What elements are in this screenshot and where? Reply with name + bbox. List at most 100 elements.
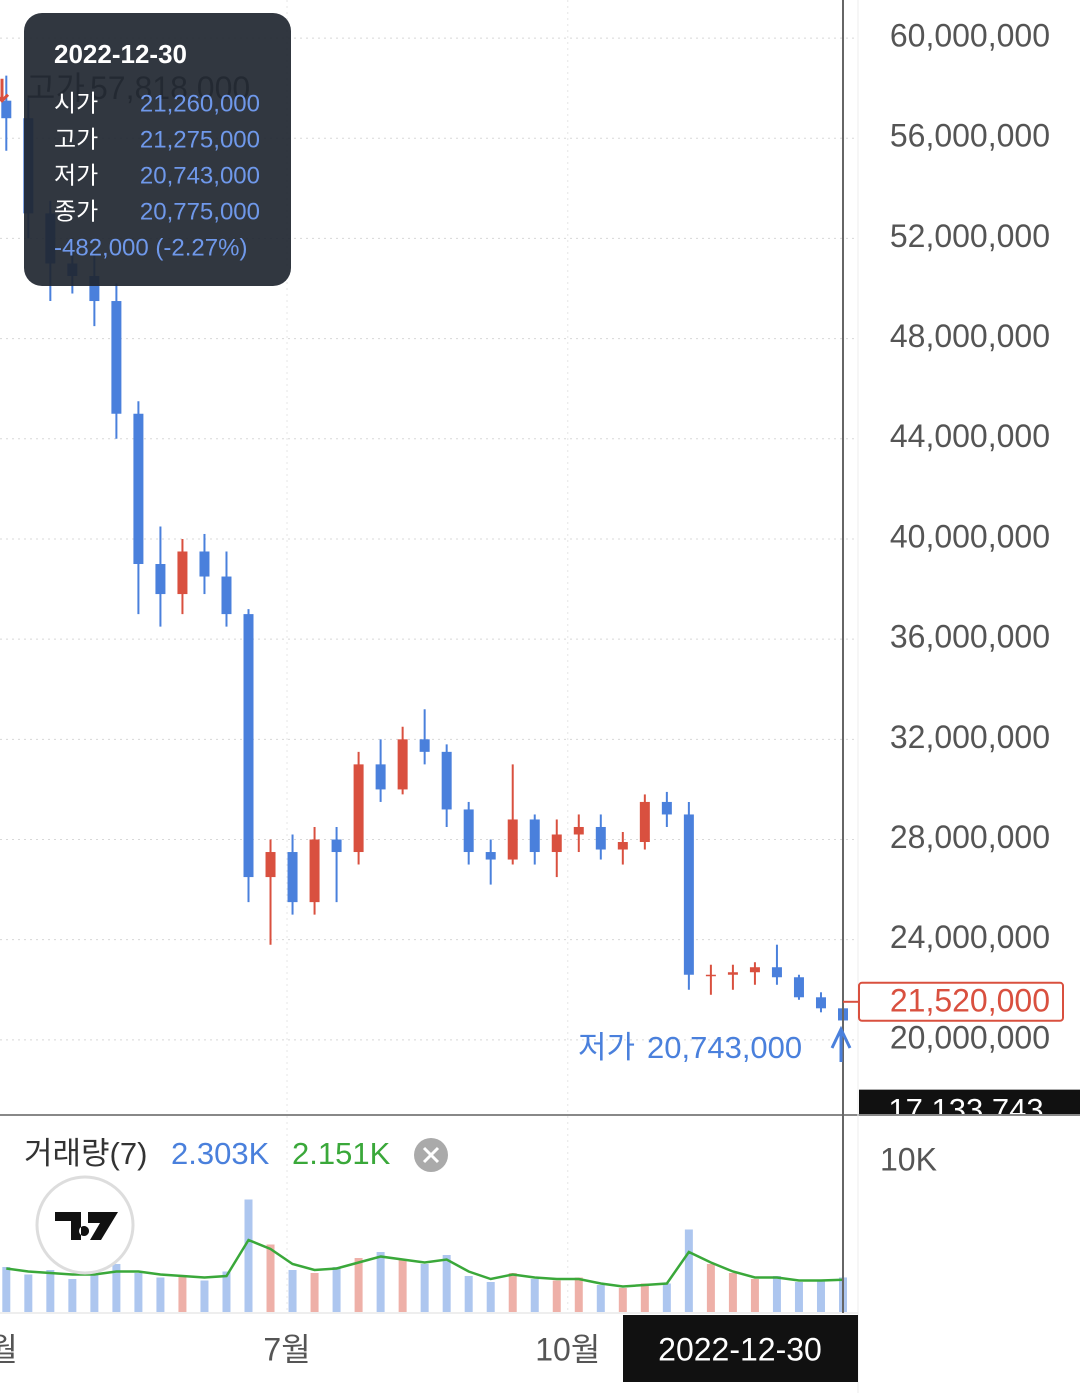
tooltip-key: 고가 [54, 126, 98, 153]
tooltip-key: 시가 [54, 90, 98, 117]
logo[interactable] [35, 1175, 135, 1275]
tooltip-change: -482,000 (-2.27%) [54, 234, 247, 261]
volume-bar [508, 1273, 517, 1312]
volume-tick-label: 10K [880, 1141, 937, 1177]
volume-bar [90, 1273, 99, 1312]
tooltip-key: 종가 [54, 198, 98, 225]
crosshair-price-label: 17,133,743 [888, 1092, 1043, 1127]
y-tick-label: 32,000,000 [890, 719, 1050, 755]
candle-body [353, 764, 364, 853]
candle-body [617, 842, 628, 850]
crosshair-price-box [859, 1089, 1080, 1114]
candle-body [727, 972, 738, 975]
volume-ma-line [6, 1238, 844, 1288]
volume-bar [310, 1273, 319, 1312]
volume-bar [46, 1270, 55, 1312]
close-x [422, 1146, 440, 1164]
candle-body [133, 413, 144, 565]
volume-bar [68, 1279, 77, 1312]
candle-body [507, 819, 518, 860]
volume-bar [816, 1280, 825, 1312]
candle-body [793, 977, 804, 998]
volume-bar [464, 1276, 473, 1312]
volume-bar [772, 1276, 781, 1312]
candle-body [771, 967, 782, 978]
volume-bar [750, 1279, 759, 1312]
candle-body [111, 301, 122, 414]
volume-bar [112, 1264, 121, 1312]
volume-bar [200, 1280, 209, 1312]
volume-bar [134, 1273, 143, 1312]
candle-body [485, 852, 496, 860]
y-tick-label: 44,000,000 [890, 418, 1050, 454]
candle-body [661, 801, 672, 815]
y-tick-label: 28,000,000 [890, 819, 1050, 855]
volume-bar [596, 1285, 605, 1312]
candle-body [287, 852, 298, 903]
volume-legend-value: 2.303K [171, 1136, 270, 1171]
low-arrow [830, 1025, 852, 1062]
price-pane [1, 75, 848, 1022]
close-button[interactable] [414, 1138, 448, 1172]
y-tick-label: 24,000,000 [890, 919, 1050, 955]
y-tick-label: 40,000,000 [890, 518, 1050, 554]
candle-body [683, 814, 694, 975]
volume-bar [354, 1258, 363, 1312]
volume-bar [288, 1270, 297, 1312]
volume-bar [266, 1244, 275, 1312]
volume-legend-ma: 2.151K [292, 1136, 391, 1171]
candle-body [1, 100, 12, 119]
candle-body [309, 839, 320, 903]
volume-bar [662, 1283, 671, 1312]
volume-bar [398, 1259, 407, 1312]
candle-body [221, 576, 232, 615]
candle-body [265, 852, 276, 878]
candle-body [243, 614, 254, 878]
volume-title: 거래량(7) [24, 1136, 147, 1171]
y-tick-label: 52,000,000 [890, 218, 1050, 254]
crosshair-date-label: 2022-12-30 [658, 1331, 822, 1367]
candle-body [815, 997, 826, 1009]
axes: 20,000,000 24,000,000 28,000,000 32,000,000… [0, 18, 1050, 1368]
volume-bar [728, 1273, 737, 1312]
crosshair-date-box [623, 1315, 858, 1382]
x-tick-label: 4월 [0, 1331, 18, 1367]
volume-bar [794, 1282, 803, 1312]
candle-body [705, 974, 716, 977]
logo-mark[interactable] [55, 1212, 118, 1240]
volume-bar [618, 1288, 627, 1312]
candle-body [441, 751, 452, 810]
candle-body [639, 801, 650, 843]
overlays: 거래량(7) 2.303K 2.151K 21,520,000 17,133,743 20… [0, 70, 1080, 1382]
y-tick-label: 60,000,000 [890, 18, 1050, 54]
tooltip-key: 저가 [54, 162, 98, 189]
volume-bar [706, 1264, 715, 1312]
candle-body [573, 826, 584, 835]
candle-body [595, 826, 606, 850]
volume-bar [24, 1274, 33, 1312]
logo-circle[interactable] [35, 1175, 135, 1275]
candle-body [397, 739, 408, 790]
high-arrow [0, 78, 10, 103]
y-tick-label: 36,000,000 [890, 619, 1050, 655]
candle-body [551, 834, 562, 853]
tooltip-value: 21,275,000 [140, 126, 260, 153]
volume-bar [222, 1271, 231, 1312]
volume-bar [244, 1199, 253, 1312]
y-tick-label: 20,000,000 [890, 1019, 1050, 1055]
volume-bar [486, 1282, 495, 1312]
volume-bar [420, 1264, 429, 1312]
low-prefix: 저가 [578, 1030, 635, 1065]
volume-bar [442, 1255, 451, 1312]
volume-bar [552, 1280, 561, 1312]
candle-body [749, 967, 760, 973]
volume-bar [332, 1267, 341, 1312]
y-tick-label: 56,000,000 [890, 118, 1050, 154]
volume-bar [684, 1229, 693, 1312]
volume-bar [376, 1252, 385, 1312]
volume-bar [574, 1277, 583, 1312]
tooltip-date: 2022-12-30 [54, 39, 187, 69]
volume-bar [156, 1277, 165, 1312]
x-tick-label: 7월 [263, 1331, 310, 1367]
